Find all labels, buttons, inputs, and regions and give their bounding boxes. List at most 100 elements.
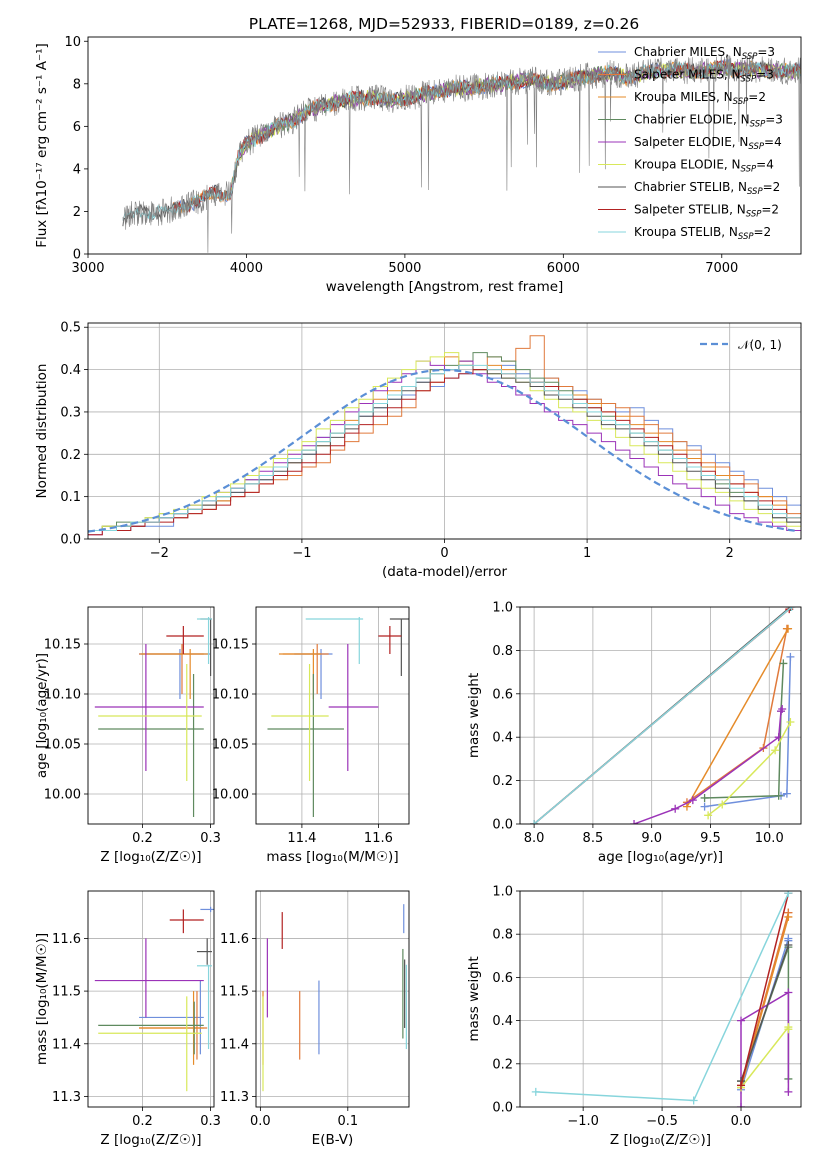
mass-weight-series-line xyxy=(740,991,790,1107)
y-axis-label: age [log₁₀(age/yr)] xyxy=(34,653,50,778)
y-tick-label: 6 xyxy=(73,120,81,135)
axes-frame xyxy=(519,890,802,1108)
x-tick-label: 0.1 xyxy=(337,1114,358,1129)
mass-weight-point xyxy=(784,941,793,949)
model-spectrum-line xyxy=(173,58,801,213)
y-tick-label: 0.0 xyxy=(60,533,81,548)
x-tick-label: 9.5 xyxy=(700,831,721,846)
mass-weight-point xyxy=(787,607,796,611)
y-tick-label: 10.00 xyxy=(44,788,81,803)
x-tick-label: 0.2 xyxy=(132,831,153,846)
mass-weight-point xyxy=(784,1025,793,1034)
x-tick-label: 5000 xyxy=(388,261,421,276)
x-tick-label: 11.4 xyxy=(287,831,316,846)
mass-weight-point xyxy=(771,746,780,755)
axes-frame xyxy=(87,606,215,825)
axes-frame xyxy=(255,890,410,1108)
mass-weight-point xyxy=(778,704,787,713)
x-tick-label: 4000 xyxy=(230,261,263,276)
y-tick-label: 10.15 xyxy=(212,638,249,653)
legend-entry: Chabrier MILES, NSSP=3 xyxy=(634,45,775,62)
x-tick-label: 9.0 xyxy=(641,831,662,846)
x-tick-label: 8.0 xyxy=(524,831,545,846)
mass-weight-point xyxy=(530,820,539,824)
mass-weight-series-line xyxy=(686,628,788,803)
mass-weight-series-line xyxy=(704,663,785,799)
y-tick-label: 4 xyxy=(73,162,81,177)
y-tick-label: 0.2 xyxy=(492,1057,513,1072)
y-tick-label: 0.4 xyxy=(492,731,513,746)
axes-frame xyxy=(87,890,215,1108)
y-tick-label: 0.5 xyxy=(60,321,81,336)
x-tick-label: 10.0 xyxy=(755,831,784,846)
y-tick-label: 0.8 xyxy=(492,644,513,659)
y-tick-label: 10.00 xyxy=(212,788,249,803)
mass-weight-point xyxy=(737,1103,746,1107)
y-tick-label: 10 xyxy=(64,35,81,50)
mass-weight-point xyxy=(531,1087,540,1096)
x-tick-label: 6000 xyxy=(547,261,580,276)
mass-weight-series-line xyxy=(740,893,790,1086)
mass-weight-series-line xyxy=(686,628,789,807)
y-tick-label: 10.10 xyxy=(212,688,249,703)
legend-entry: Salpeter STELIB, NSSP=2 xyxy=(634,203,779,220)
axes-frame xyxy=(87,36,802,255)
y-axis-label: Flux [fλ10⁻¹⁷ erg cm⁻² s⁻¹ A⁻¹] xyxy=(34,43,50,248)
mass-weight-series-line xyxy=(533,607,793,824)
y-tick-label: 0.0 xyxy=(492,1101,513,1116)
mass-weight-point xyxy=(784,624,793,633)
x-axis-label: Z [log₁₀(Z/Z☉)] xyxy=(100,1132,201,1148)
y-tick-label: 10.05 xyxy=(212,738,249,753)
y-tick-label: 8 xyxy=(73,77,81,92)
x-tick-label: 7000 xyxy=(705,261,738,276)
y-tick-label: 10.10 xyxy=(44,688,81,703)
mass-weight-point xyxy=(774,791,783,800)
mass-weight-point xyxy=(784,988,793,997)
mass-weight-point xyxy=(700,793,709,802)
figure-title: PLATE=1268, MJD=52933, FIBERID=0189, z=0… xyxy=(249,15,639,33)
x-tick-label: −0.5 xyxy=(646,1114,678,1129)
x-tick-label: 0.0 xyxy=(250,1114,271,1129)
mass-weight-point xyxy=(784,891,793,898)
model-spectrum-line xyxy=(122,60,801,221)
y-tick-label: 0.2 xyxy=(492,774,513,789)
x-tick-label: 8.5 xyxy=(583,831,604,846)
mass-weight-point xyxy=(689,1096,698,1105)
y-tick-label: 0.8 xyxy=(492,928,513,943)
mass-weight-point xyxy=(784,912,793,921)
y-tick-label: 11.5 xyxy=(220,985,249,1000)
legend-entry: Salpeter MILES, NSSP=3 xyxy=(634,68,774,85)
y-tick-label: 11.6 xyxy=(52,932,81,947)
legend-entry: 𝒩(0, 1) xyxy=(738,338,782,352)
y-axis-label: mass [log₁₀(M/M☉)] xyxy=(34,933,50,1065)
mass-weight-point xyxy=(630,820,639,824)
data-spectrum-line xyxy=(122,54,801,253)
x-tick-label: 11.6 xyxy=(364,831,393,846)
plot-area-mass_vs_Z xyxy=(94,906,214,1092)
mass-weight-point xyxy=(784,1087,793,1096)
y-tick-label: 1.0 xyxy=(492,601,513,616)
x-tick-label: 0.3 xyxy=(200,831,221,846)
y-tick-label: 0 xyxy=(73,248,81,263)
y-tick-label: 1.0 xyxy=(492,885,513,900)
mass-weight-point xyxy=(688,796,697,805)
y-tick-label: 0.3 xyxy=(60,405,81,420)
y-tick-label: 10.05 xyxy=(44,738,81,753)
y-tick-label: 0.4 xyxy=(492,1014,513,1029)
x-tick-label: 3000 xyxy=(71,261,104,276)
y-tick-label: 0.6 xyxy=(492,971,513,986)
y-tick-label: 10.15 xyxy=(44,638,81,653)
mass-weight-point xyxy=(779,659,788,668)
mass-weight-point xyxy=(700,802,709,811)
plot-area-mass_vs_ebv xyxy=(262,904,407,1092)
mass-weight-point xyxy=(737,1016,746,1025)
y-tick-label: 0.6 xyxy=(492,687,513,702)
y-tick-label: 0.2 xyxy=(60,448,81,463)
x-axis-label: Z [log₁₀(Z/Z☉)] xyxy=(100,849,201,865)
x-tick-label: −1 xyxy=(292,546,311,561)
x-tick-label: 0.2 xyxy=(132,1114,153,1129)
x-tick-label: 0.3 xyxy=(200,1114,221,1129)
axes-frame xyxy=(87,322,802,540)
